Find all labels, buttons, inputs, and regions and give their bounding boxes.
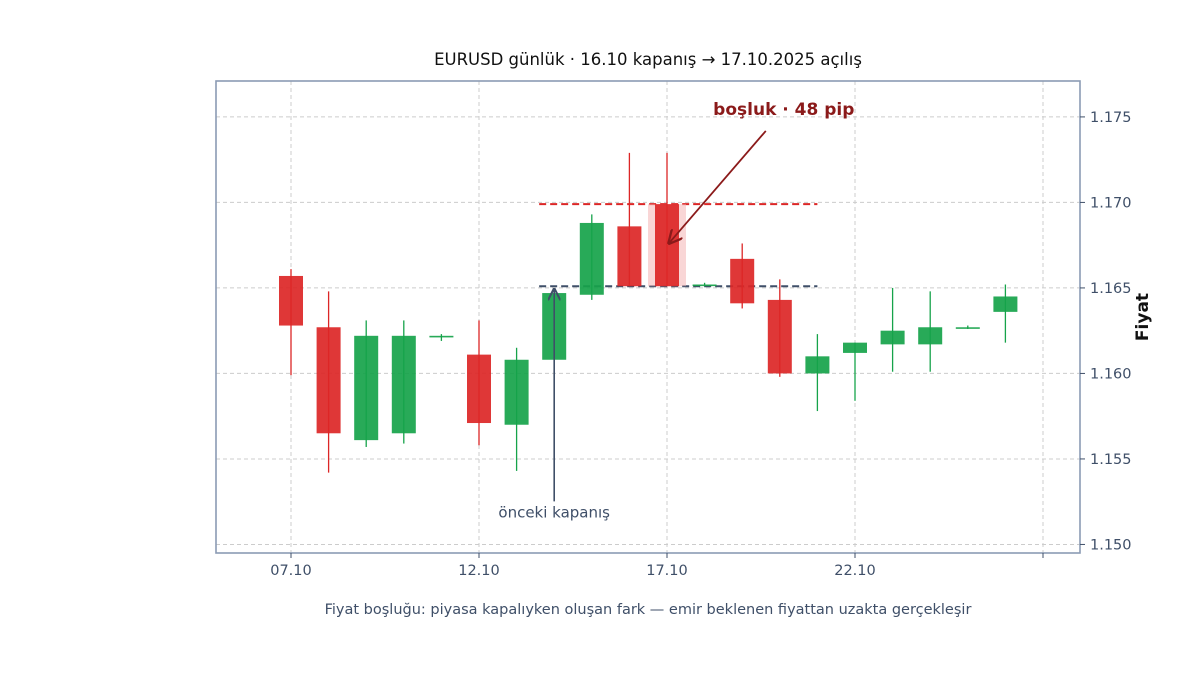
candle-24.10	[918, 291, 943, 372]
x-tick-label: 07.10	[270, 563, 312, 579]
candle-09.10	[354, 320, 379, 447]
candle-18.10	[692, 282, 717, 287]
candles	[279, 152, 1018, 473]
candle-16.10	[617, 152, 642, 287]
chart-caption: Fiyat boşluğu: piyasa kapalıyken oluşan …	[324, 602, 972, 618]
candle-body	[805, 356, 830, 374]
y-tick-label: 1.175	[1090, 110, 1132, 126]
x-tick-label: 17.10	[646, 563, 688, 579]
candle-body	[467, 354, 491, 424]
prev-close-annotation-label: önceki kapanış	[498, 503, 610, 521]
candle-26.10	[993, 284, 1018, 343]
y-tick-label: 1.160	[1090, 366, 1132, 382]
x-axis-ticks: 07.10 12.10 17.10 22.10	[270, 553, 1044, 579]
candle-22.10	[843, 342, 867, 401]
candle-body	[767, 299, 792, 374]
candle-body	[880, 330, 905, 345]
candle-body	[730, 258, 755, 304]
candle-10.10	[391, 320, 416, 444]
gap-annotation-label: boşluk · 48 pip	[713, 100, 854, 120]
annotations: önceki kapanış boşluk · 48 pip	[498, 100, 854, 521]
y-tick-label: 1.150	[1090, 537, 1132, 553]
chart-title: EURUSD günlük · 16.10 kapanış → 17.10.20…	[434, 50, 862, 69]
candle-body	[391, 335, 416, 434]
candle-17.10	[648, 152, 686, 287]
candle-body	[354, 335, 379, 441]
candle-body	[918, 327, 943, 345]
x-tick-label: 22.10	[834, 563, 876, 579]
candle-08.10	[316, 291, 341, 473]
candle-19.10	[730, 243, 755, 309]
grid	[216, 81, 1080, 553]
candle-body	[993, 296, 1018, 312]
candle-20.10	[767, 279, 792, 377]
candle-body	[316, 327, 341, 434]
candle-07.10	[279, 269, 303, 376]
candle-body	[279, 275, 303, 326]
gap-arrow	[669, 130, 767, 243]
candle-15.10	[579, 214, 604, 300]
candle-12.10	[467, 320, 491, 446]
candle-body	[579, 222, 604, 295]
candle-body	[955, 327, 980, 329]
candle-body	[504, 359, 529, 425]
candle-body	[655, 204, 679, 287]
candle-21.10	[805, 334, 830, 412]
y-tick-label: 1.170	[1090, 195, 1132, 211]
y-tick-label: 1.155	[1090, 452, 1132, 468]
x-tick-label: 12.10	[458, 563, 500, 579]
candle-25.10	[955, 325, 980, 329]
candle-body	[617, 226, 642, 287]
candle-13.10	[504, 347, 529, 471]
candle-body	[429, 335, 454, 338]
y-tick-label: 1.165	[1090, 281, 1132, 297]
y-axis-label: Fiyat	[1133, 293, 1153, 341]
candle-body	[843, 342, 867, 353]
candle-body	[692, 284, 717, 287]
candle-11.10	[429, 334, 454, 341]
candle-23.10	[880, 287, 905, 372]
y-axis-ticks: 1.150 1.155 1.160 1.165 1.170 1.175	[1080, 110, 1132, 553]
plot-frame	[215, 80, 1081, 554]
